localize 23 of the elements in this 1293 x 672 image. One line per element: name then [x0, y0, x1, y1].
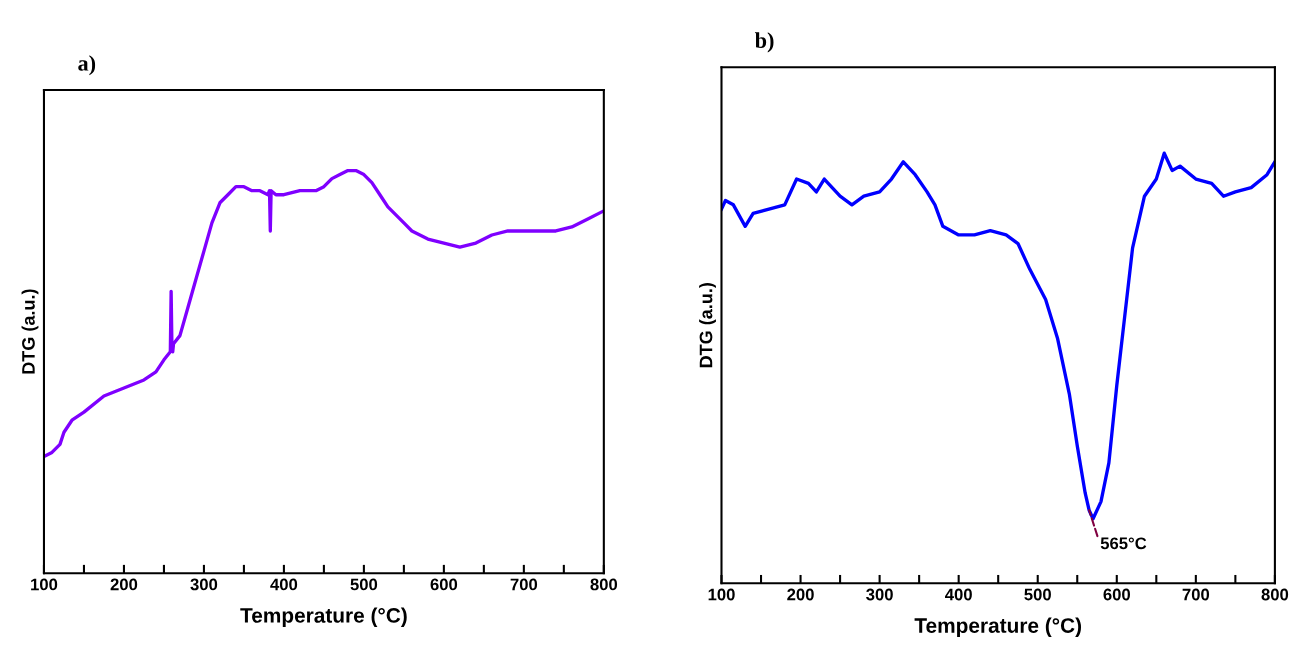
x-tick-label: 300 [866, 588, 893, 601]
x-tick-label: 400 [945, 588, 972, 601]
x-tick-label: 800 [590, 578, 618, 591]
x-tick-label: 300 [190, 578, 218, 591]
x-tick-label: 100 [708, 588, 735, 601]
y-axis-title: DTG (a.u.) [699, 283, 716, 368]
x-axis-title: Temperature (°C) [240, 607, 407, 627]
chart-title: a) [78, 55, 96, 76]
x-tick-label: 700 [510, 578, 538, 591]
y-axis-title: DTG (a.u.) [21, 289, 39, 374]
x-tick-label: 800 [1261, 588, 1289, 601]
x-tick-label: 200 [787, 588, 814, 601]
x-tick-label: 600 [1103, 588, 1130, 601]
chart-title: b) [754, 32, 774, 53]
x-tick-label: 200 [110, 578, 138, 591]
x-axis-title: Temperature (°C) [914, 617, 1082, 637]
x-tick-label: 100 [31, 578, 58, 591]
x-tick-label: 700 [1182, 588, 1210, 601]
x-tick-label: 500 [350, 578, 378, 591]
annotation: 565°C [1100, 537, 1147, 550]
x-tick-label: 400 [270, 578, 298, 591]
x-tick-label: 600 [430, 578, 458, 591]
x-tick-label: 500 [1024, 588, 1051, 601]
